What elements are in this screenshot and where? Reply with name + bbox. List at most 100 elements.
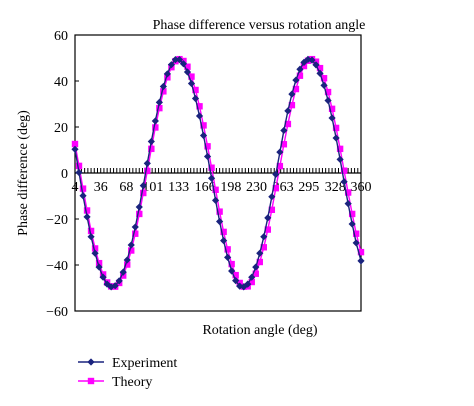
- data-point-theory: [352, 230, 360, 237]
- data-point-experiment: [147, 137, 155, 146]
- data-point-experiment: [75, 168, 83, 177]
- data-point-experiment: [115, 277, 123, 285]
- data-point-experiment: [163, 70, 171, 78]
- data-point-theory: [324, 88, 332, 96]
- data-point-experiment: [316, 69, 324, 78]
- y-tick-label: −60: [46, 305, 68, 320]
- x-tick-label: 198: [220, 180, 241, 195]
- legend-label: Experiment: [112, 356, 177, 371]
- data-point-experiment: [131, 223, 139, 231]
- data-point-theory: [152, 124, 159, 131]
- data-point-experiment: [95, 263, 103, 271]
- data-point-theory: [204, 143, 211, 150]
- data-point-experiment: [240, 283, 248, 291]
- data-point-theory: [272, 184, 280, 192]
- x-axis-label: Rotation angle (deg): [202, 323, 317, 338]
- data-point-experiment: [352, 239, 360, 247]
- data-point-experiment: [348, 220, 356, 228]
- data-point-experiment: [199, 131, 208, 140]
- data-point-theory: [140, 189, 147, 197]
- series-layer: [71, 55, 365, 291]
- data-point-theory: [284, 120, 292, 128]
- data-point-experiment: [139, 182, 147, 190]
- data-point-experiment: [135, 203, 143, 211]
- data-point-theory: [228, 260, 235, 268]
- data-point-experiment: [91, 249, 99, 257]
- data-point-theory: [264, 226, 272, 233]
- x-tick-label: 4: [72, 180, 79, 195]
- data-point-theory: [156, 104, 163, 112]
- data-point-theory: [212, 186, 219, 193]
- y-tick-label: 60: [54, 29, 68, 44]
- data-point-experiment: [191, 94, 200, 103]
- data-point-experiment: [224, 253, 232, 262]
- series-experiment: [71, 55, 365, 291]
- y-tick-label: 40: [54, 75, 68, 90]
- legend: Experiment Theory: [78, 356, 177, 390]
- data-point-experiment: [232, 277, 240, 285]
- data-point-experiment: [203, 152, 212, 161]
- data-point-theory: [95, 259, 103, 267]
- data-point-experiment: [83, 213, 91, 221]
- chart-title: Phase difference versus rotation angle: [153, 18, 366, 33]
- data-point-theory: [260, 244, 267, 251]
- data-point-experiment: [296, 65, 304, 73]
- data-point-theory: [184, 63, 191, 70]
- data-point-theory: [268, 206, 276, 213]
- data-point-theory: [276, 162, 284, 170]
- data-point-experiment: [292, 76, 300, 84]
- x-tick-label: 360: [351, 180, 372, 195]
- data-point-experiment: [179, 60, 188, 68]
- data-point-theory: [336, 145, 344, 153]
- data-point-experiment: [260, 233, 268, 241]
- data-point-theory: [136, 210, 143, 218]
- data-point-theory: [332, 124, 340, 132]
- data-point-theory: [357, 248, 365, 256]
- data-point-experiment: [87, 233, 95, 241]
- data-point-experiment: [284, 107, 292, 115]
- y-tick-label: 20: [54, 121, 68, 136]
- data-point-experiment: [195, 112, 204, 120]
- data-point-theory: [232, 271, 239, 279]
- data-point-experiment: [252, 263, 260, 271]
- x-tick-label: 230: [246, 180, 267, 195]
- data-point-experiment: [175, 56, 184, 64]
- x-tick-label: 166: [195, 180, 216, 195]
- data-point-theory: [316, 64, 324, 72]
- data-point-experiment: [107, 283, 115, 291]
- x-tick-label: 133: [168, 180, 189, 195]
- data-point-experiment: [183, 68, 192, 76]
- legend-marker: [87, 377, 95, 385]
- data-point-experiment: [308, 56, 316, 64]
- data-point-theory: [292, 85, 300, 93]
- x-tick-label: 295: [298, 180, 319, 195]
- data-point-experiment: [336, 155, 344, 164]
- data-point-experiment: [248, 273, 256, 281]
- data-point-theory: [224, 246, 231, 253]
- data-point-theory: [340, 167, 348, 174]
- legend-marker: [87, 358, 95, 366]
- data-point-experiment: [357, 257, 365, 265]
- data-point-experiment: [99, 273, 107, 281]
- data-point-experiment: [236, 282, 244, 290]
- y-tick-label: −40: [46, 259, 68, 274]
- x-tick-label: 68: [119, 180, 133, 195]
- data-point-theory: [328, 105, 336, 113]
- data-point-experiment: [328, 114, 336, 122]
- x-tick-label: 328: [325, 180, 346, 195]
- data-point-experiment: [288, 90, 296, 98]
- data-point-experiment: [276, 148, 284, 156]
- data-point-theory: [208, 164, 215, 171]
- x-tick-label: 101: [142, 180, 163, 195]
- data-point-experiment: [272, 170, 280, 178]
- legend-label: Theory: [112, 375, 152, 390]
- data-point-theory: [128, 247, 135, 254]
- legend-item-experiment: Experiment: [78, 356, 177, 371]
- data-point-experiment: [320, 81, 328, 89]
- data-point-experiment: [280, 126, 288, 135]
- data-point-theory: [216, 208, 223, 215]
- y-axis: 60 40 20 0 −20 −40 −60: [46, 29, 79, 320]
- data-point-theory: [344, 189, 352, 196]
- data-point-experiment: [228, 267, 236, 275]
